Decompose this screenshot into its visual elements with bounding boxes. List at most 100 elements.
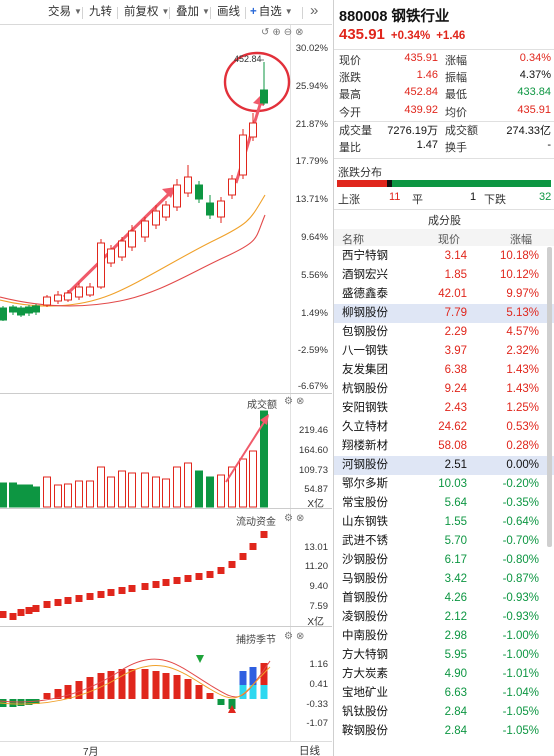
season-axis-tick: 1.16 (309, 659, 329, 670)
component-row[interactable]: 翔楼新材 58.08 0.28% (334, 437, 554, 456)
header-change[interactable]: 涨幅 (510, 234, 532, 246)
candle-body (173, 184, 181, 208)
component-row[interactable]: 马钢股份 3.42 -0.87% (334, 570, 554, 589)
stock-name: 方大炭素 (342, 668, 388, 680)
component-row[interactable]: 西宁特钢 3.14 10.18% (334, 247, 554, 266)
settings-icon[interactable]: ↺ (261, 27, 270, 38)
quote-row: 涨跌 1.46 振幅 4.37% (334, 69, 554, 86)
stat-label: 振幅 (445, 72, 467, 85)
stock-change: -0.93% (502, 611, 539, 623)
flow-bar (260, 531, 268, 538)
volume-panel[interactable]: 成交额 ⚙ ⊗ 219.46 164.60 109.73 54.87 X亿 (0, 393, 332, 510)
price-axis-tick: 5.56% (301, 270, 328, 281)
component-row[interactable]: 久立特材 24.62 0.53% (334, 418, 554, 437)
price-axis-tick: 30.02% (295, 43, 328, 54)
volume-bar (249, 450, 257, 508)
stat-label: 涨跌 (339, 72, 361, 85)
stock-change: 0.28% (506, 440, 539, 452)
component-row[interactable]: 鞍钢股份 2.84 -1.05% (334, 722, 554, 741)
candle-body (107, 248, 115, 264)
component-row[interactable]: 武进不锈 5.70 -0.70% (334, 532, 554, 551)
month-label: 7月 (83, 747, 99, 756)
close-icon[interactable]: ⊗ (295, 396, 305, 407)
settings-icon[interactable]: ⚙ (284, 513, 293, 524)
component-row[interactable]: 方大特钢 5.95 -1.00% (334, 646, 554, 665)
header-price[interactable]: 现价 (438, 234, 460, 246)
component-row[interactable]: 钒钛股份 2.84 -1.05% (334, 703, 554, 722)
draw-line-button[interactable]: 画线 (217, 6, 240, 18)
header-name[interactable]: 名称 (342, 234, 364, 246)
component-row[interactable]: 中南股份 2.98 -1.00% (334, 627, 554, 646)
component-row[interactable]: 包钢股份 2.29 4.57% (334, 323, 554, 342)
close-icon[interactable]: ⊗ (295, 631, 305, 642)
component-row[interactable]: 凌钢股份 2.12 -0.93% (334, 608, 554, 627)
components-list: 西宁特钢 3.14 10.18% 酒钢宏兴 1.85 10.12% 盛德鑫泰 42.01 9.9… (334, 247, 554, 741)
stat-value: 4.37% (519, 69, 551, 82)
volume-chart[interactable] (0, 394, 290, 509)
component-row[interactable]: 安阳钢铁 2.43 1.25% (334, 399, 554, 418)
overlay-menu[interactable]: 叠加 ▼ (176, 4, 210, 21)
capital-flow-panel[interactable]: 流动资金 ⚙ ⊗ 13.01 11.20 9.40 7.59 X亿 (0, 508, 332, 628)
list-scrollbar[interactable] (547, 247, 552, 547)
stock-price: 6.63 (444, 687, 467, 699)
zoom-out-icon[interactable]: ⊖ (283, 27, 293, 38)
kline-panel[interactable]: 452.84 ↺ ⊕ ⊖ ⊗ 30.02% 25.94% 21.87% 17.79% 13.7… (0, 25, 332, 395)
fishing-season-panel[interactable]: 捕捞季节 ⚙ ⊗ 1.16 0.41 -0.33 -1.07 (0, 626, 332, 741)
volume-bar (195, 470, 203, 508)
component-row[interactable]: 友发集团 6.38 1.43% (334, 361, 554, 380)
stat-value: 452.84 (404, 86, 438, 99)
fishing-season-chart[interactable] (0, 627, 290, 742)
stock-price: 5.70 (444, 535, 467, 547)
component-row[interactable]: 鄂尔多斯 10.03 -0.20% (334, 475, 554, 494)
adjust-menu[interactable]: 前复权 ▼ (124, 4, 169, 21)
kline-chart[interactable]: 452.84 (0, 25, 332, 395)
stock-price: 58.08 (438, 440, 467, 452)
zoom-in-icon[interactable]: ⊕ (272, 27, 281, 38)
season-blue-block (239, 671, 247, 685)
stock-change: 2.32% (506, 345, 539, 357)
component-row[interactable]: 河钢股份 2.51 0.00% (334, 456, 554, 475)
capital-flow-chart[interactable] (0, 509, 290, 627)
candle-body (249, 122, 257, 138)
component-row[interactable]: 沙钢股份 6.17 -0.80% (334, 551, 554, 570)
flow-axis-tick: 7.59 (309, 601, 329, 612)
component-row[interactable]: 方大炭素 4.90 -1.01% (334, 665, 554, 684)
flow-bar (239, 553, 247, 560)
settings-icon[interactable]: ⚙ (284, 631, 293, 642)
candle-body (217, 200, 225, 218)
candle-body (228, 178, 236, 196)
stat-label: 最高 (339, 89, 361, 102)
component-row[interactable]: 常宝股份 5.64 -0.35% (334, 494, 554, 513)
more-chevron-icon[interactable]: » (310, 2, 319, 19)
season-bar-pos (152, 671, 160, 699)
stock-change: 1.25% (506, 402, 539, 414)
settings-icon[interactable]: ⚙ (284, 396, 293, 407)
close-icon[interactable]: ⊗ (295, 513, 305, 524)
flow-bar (162, 579, 170, 586)
component-row[interactable]: 首钢股份 4.26 -0.93% (334, 589, 554, 608)
component-row[interactable]: 宝地矿业 6.63 -1.04% (334, 684, 554, 703)
flow-bar (32, 605, 40, 612)
component-row[interactable]: 柳钢股份 7.79 5.13% (334, 304, 554, 323)
trade-menu[interactable]: 交易 ▼ (48, 4, 82, 21)
component-row[interactable]: 酒钢宏兴 1.85 10.12% (334, 266, 554, 285)
component-row[interactable]: 八一钢铁 3.97 2.32% (334, 342, 554, 361)
component-row[interactable]: 山东钢铁 1.55 -0.64% (334, 513, 554, 532)
season-bar-pos (128, 669, 136, 699)
period-tab-daily[interactable]: 日线 (299, 745, 320, 756)
volume-bar (97, 466, 105, 508)
stock-change: -0.64% (502, 516, 539, 528)
stock-price: 4.26 (444, 592, 467, 604)
arrow-head-1 (162, 187, 176, 198)
component-row[interactable]: 盛德鑫泰 42.01 9.97% (334, 285, 554, 304)
nine-turn-button[interactable]: 九转 (89, 6, 112, 18)
volume-bar (107, 476, 115, 508)
stock-price: 5.64 (444, 497, 467, 509)
add-watchlist-button[interactable]: + 自选 ▼ (250, 4, 293, 21)
price-axis-tick: 9.64% (301, 232, 328, 243)
stock-change: 10.18% (499, 250, 539, 262)
component-row[interactable]: 杭钢股份 9.24 1.43% (334, 380, 554, 399)
close-icon[interactable]: ⊗ (295, 27, 304, 38)
price-axis-tick: 25.94% (295, 81, 328, 92)
dropdown-arrow-icon: ▼ (74, 7, 82, 16)
